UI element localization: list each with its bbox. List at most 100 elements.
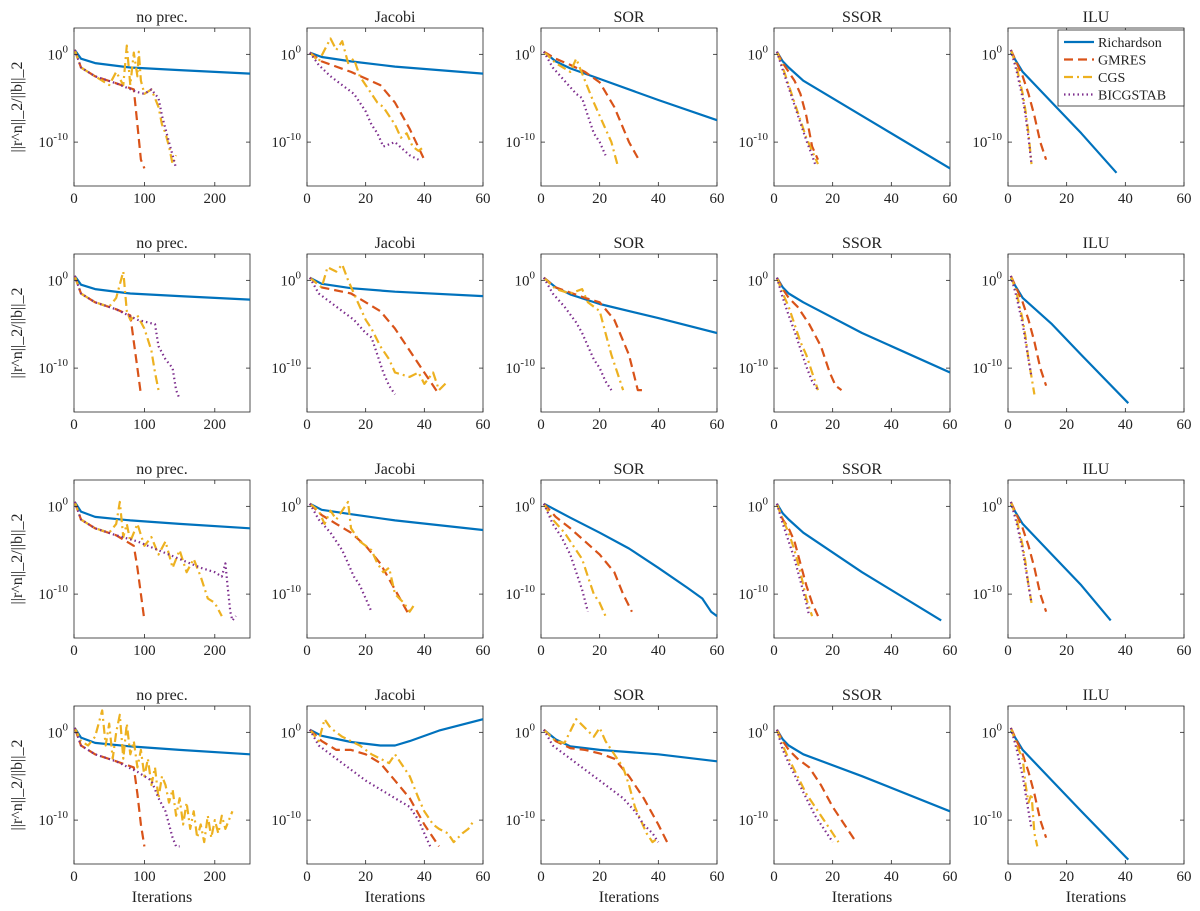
panel-frame [1007, 479, 1185, 639]
panel-title: no prec. [136, 687, 188, 704]
x-tick-label: 40 [417, 869, 432, 885]
series-line-cgs [74, 270, 160, 391]
x-tick-label: 40 [651, 643, 666, 659]
x-tick-label: 40 [884, 643, 899, 659]
panel-frame [73, 479, 251, 639]
panel: ILU 0 20 40 60 100 10-10 [972, 235, 1191, 433]
y-tick-label: 10-10 [505, 583, 535, 603]
series-line-richardson [543, 502, 717, 617]
panel-frame [73, 27, 251, 187]
panel: Jacobi 0 20 40 60 100 10-10 [271, 9, 490, 207]
series-line-cgs [543, 276, 625, 391]
legend: Richardson GMRES CGS BICGSTAB [1057, 29, 1185, 107]
series-line-richardson [775, 277, 950, 374]
panel: SSOR 0 20 40 60 100 10-10 [738, 461, 957, 659]
panel-title: ILU [1083, 687, 1110, 704]
x-tick-label: 60 [943, 869, 958, 885]
series-line-richardson [309, 502, 483, 532]
series-line-cgs [74, 44, 178, 166]
series-line-bicgstab [775, 729, 834, 843]
panel-frame [306, 705, 484, 865]
series-line-bicgstab [542, 51, 607, 156]
x-tick-label: 20 [358, 191, 373, 207]
x-tick-label: 0 [537, 191, 545, 207]
x-tick-label: 40 [884, 417, 899, 433]
series-line-gmres [775, 51, 820, 161]
x-tick-label: 20 [592, 417, 607, 433]
panel-title: Jacobi [375, 235, 416, 252]
y-tick-label: 10-10 [271, 583, 301, 603]
series-line-cgs [543, 718, 659, 844]
x-tick-label: 200 [204, 869, 227, 885]
series-line-richardson [74, 501, 250, 530]
panel-frame [1007, 705, 1185, 865]
y-tick-label: 100 [281, 43, 302, 63]
panel-frame [540, 705, 718, 865]
x-tick-label: 60 [710, 191, 725, 207]
x-tick-label: 40 [651, 869, 666, 885]
x-tick-label: 0 [70, 869, 78, 885]
panel-title: Jacobi [375, 687, 416, 704]
y-tick-label: 100 [982, 721, 1003, 741]
series-line-richardson [74, 49, 250, 75]
y-tick-label: 10-10 [972, 583, 1002, 603]
y-tick-label: 10-10 [38, 357, 68, 377]
x-tick-label: 20 [825, 417, 840, 433]
panel-title: SSOR [842, 687, 882, 704]
y-tick-label: 10-10 [505, 809, 535, 829]
series-line-cgs [775, 503, 814, 617]
x-tick-label: 60 [476, 643, 491, 659]
series-line-richardson [543, 276, 717, 335]
y-tick-label: 100 [281, 721, 302, 741]
series-line-bicgstab [1009, 49, 1033, 165]
series-line-gmres [1009, 501, 1048, 613]
y-axis-label: ||r^n||_2/||b||_2 [9, 62, 26, 153]
y-tick-label: 10-10 [972, 131, 1002, 151]
x-tick-label: 0 [770, 643, 778, 659]
x-tick-label: 60 [476, 191, 491, 207]
x-tick-label: 20 [1059, 417, 1074, 433]
x-tick-label: 60 [1177, 417, 1192, 433]
series-line-cgs [74, 709, 234, 844]
y-tick-label: 100 [515, 43, 536, 63]
y-axis-label: ||r^n||_2/||b||_2 [9, 514, 26, 605]
panel-title: no prec. [136, 461, 188, 478]
y-tick-label: 10-10 [972, 357, 1002, 377]
legend-label: Richardson [1098, 36, 1162, 51]
series-line-bicgstab [775, 503, 811, 617]
x-tick-label: 40 [1118, 191, 1133, 207]
y-tick-label: 100 [982, 269, 1003, 289]
x-tick-label: 60 [710, 869, 725, 885]
panel-title: SSOR [842, 9, 882, 26]
x-tick-label: 40 [884, 191, 899, 207]
y-tick-label: 100 [281, 269, 302, 289]
y-tick-label: 100 [281, 495, 302, 515]
x-tick-label: 0 [303, 191, 311, 207]
y-tick-label: 100 [748, 43, 769, 63]
panel: Jacobi 0 20 40 60 100 10-10 Iterations [271, 687, 490, 906]
y-tick-label: 10-10 [505, 131, 535, 151]
series-line-bicgstab [74, 49, 178, 169]
panel-title: ILU [1083, 461, 1110, 478]
x-tick-label: 40 [417, 643, 432, 659]
x-tick-label: 60 [476, 417, 491, 433]
x-tick-label: 20 [592, 191, 607, 207]
series-line-gmres [1009, 727, 1048, 839]
panel-frame [773, 705, 951, 865]
series-line-gmres [309, 51, 426, 161]
panel: ILU 0 20 40 60 100 10-10 Iterations [972, 687, 1191, 906]
x-tick-label: 100 [133, 869, 156, 885]
panel-frame [773, 479, 951, 639]
x-tick-label: 40 [417, 417, 432, 433]
x-tick-label: 60 [476, 869, 491, 885]
x-tick-label: 20 [592, 643, 607, 659]
x-tick-label: 20 [825, 191, 840, 207]
panel-frame [73, 253, 251, 413]
x-tick-label: 40 [417, 191, 432, 207]
legend-label: GMRES [1098, 54, 1146, 69]
panels-grid: no prec.0 100 20010010-10||r^n||_2/||b||_2… [9, 9, 1192, 906]
series-line-cgs [1009, 727, 1039, 847]
series-line-gmres [543, 276, 647, 392]
panel-title: SOR [613, 687, 644, 704]
